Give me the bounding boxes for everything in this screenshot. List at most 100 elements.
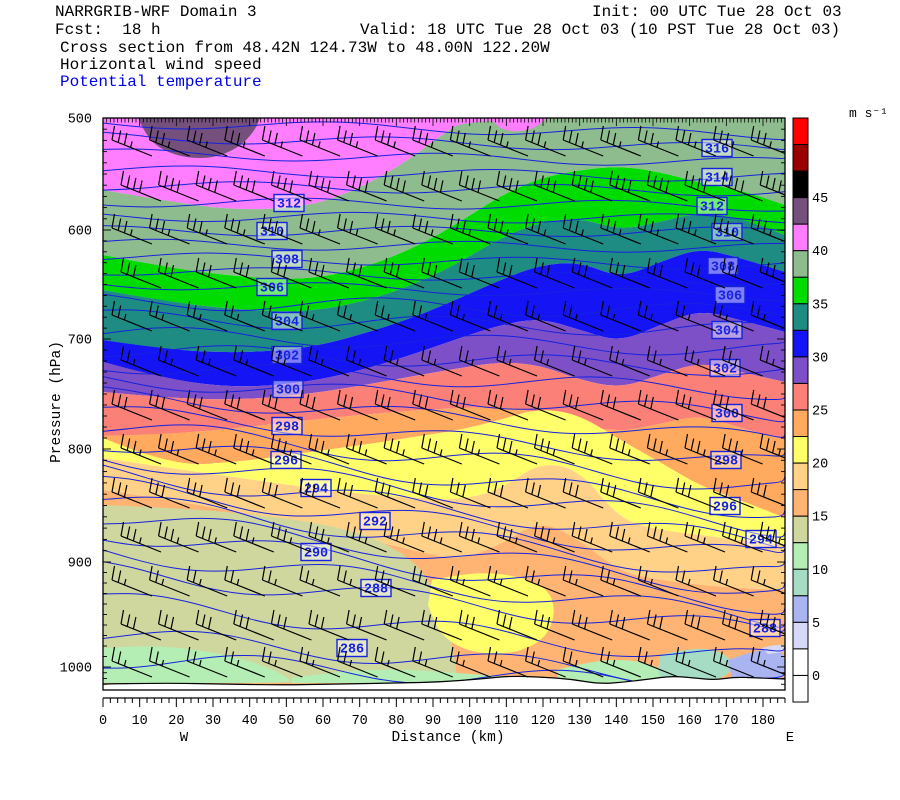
svg-text:310: 310	[260, 226, 284, 241]
wind-barb	[675, 300, 717, 332]
wind-barb	[383, 521, 425, 553]
colorbar-tick-label: 10	[812, 564, 828, 579]
wind-barb	[713, 646, 754, 678]
wind-barb	[233, 345, 275, 377]
theta-contour-label: 304	[711, 320, 743, 340]
wind-barb	[308, 609, 350, 641]
colorbar-segment	[792, 674, 809, 703]
wind-barb	[759, 609, 785, 635]
wind-barb	[534, 345, 575, 377]
cross-section-range: Cross section from 48.42N 124.73W to 48.…	[60, 39, 550, 57]
svg-text:308: 308	[275, 254, 299, 269]
wind-barb	[383, 433, 425, 465]
colorbar-segment	[792, 515, 809, 544]
wind-barb	[233, 257, 275, 289]
wind-barb	[120, 433, 162, 465]
wind-barb	[637, 300, 679, 332]
colorbar-segment	[792, 329, 809, 358]
wind-barb	[299, 300, 341, 332]
wind-barb	[496, 433, 538, 465]
wind-barb	[684, 257, 726, 289]
theta-contour-label: 298	[271, 416, 303, 436]
wind-barb	[722, 433, 763, 465]
wind-barb	[421, 521, 463, 553]
wind-barb	[337, 125, 378, 157]
wind-barb	[525, 565, 566, 597]
valid-time: Valid: 18 UTC Tue 28 Oct 03 (10 PST Tue …	[360, 21, 841, 39]
wind-barb	[534, 609, 575, 641]
y-tick-label: 700	[68, 334, 92, 349]
wind-barb	[750, 213, 785, 243]
wind-barb	[571, 609, 613, 641]
x-tick-label: 130	[568, 714, 592, 729]
colorbar-segment	[792, 489, 809, 517]
wind-barb	[534, 170, 575, 202]
y-tick-label: 600	[68, 225, 92, 240]
wind-barb	[646, 433, 688, 465]
wind-barb	[675, 389, 717, 421]
wind-barb	[233, 609, 275, 641]
x-tick-label: 50	[278, 714, 294, 729]
wind-barb	[149, 565, 190, 597]
wind-barb	[149, 477, 190, 509]
wind-barb	[412, 389, 454, 421]
wind-barb	[713, 477, 754, 509]
wind-barb	[458, 170, 500, 202]
wind-barb	[158, 345, 199, 377]
wind-barb	[111, 389, 153, 421]
wind-barb	[149, 389, 190, 421]
wind-barb	[158, 609, 199, 641]
wind-barb	[496, 609, 538, 641]
wind-barb	[534, 521, 575, 553]
x-tick-label: 10	[132, 714, 148, 729]
colorbar-segment	[792, 144, 809, 172]
colorbar-segment	[792, 568, 809, 597]
wind-barb	[759, 170, 785, 196]
wind-barb	[713, 565, 754, 597]
svg-text:304: 304	[715, 325, 739, 340]
wind-barb	[646, 521, 688, 553]
colorbar-segment	[792, 648, 809, 676]
init-time: Init: 00 UTC Tue 28 Oct 03	[592, 3, 842, 21]
wind-barb	[487, 565, 529, 597]
x-tick-label: 90	[425, 714, 441, 729]
y-axis-title: Pressure (hPa)	[49, 341, 65, 463]
wind-barb	[261, 213, 303, 245]
wind-barb	[261, 389, 303, 421]
wind-barb	[421, 257, 463, 289]
colorbar-tick-label: 25	[812, 405, 828, 420]
theta-contour-label: 286	[336, 638, 368, 658]
svg-text:302: 302	[275, 350, 299, 365]
wind-barb	[562, 646, 604, 678]
colorbar-unit-label: m s⁻¹	[849, 106, 888, 121]
wind-barb	[637, 646, 679, 678]
wind-barb	[646, 609, 688, 641]
wind-barb	[270, 521, 312, 553]
wind-barb	[449, 477, 491, 509]
wind-barb	[383, 609, 425, 641]
wind-barb	[111, 646, 153, 678]
svg-text:294: 294	[304, 483, 328, 498]
svg-text:286: 286	[340, 643, 364, 658]
wind-barb	[337, 213, 378, 245]
wind-barb	[637, 477, 679, 509]
wind-barb	[750, 125, 785, 155]
wind-barb	[149, 646, 190, 678]
colorbar-tick-label: 45	[812, 192, 828, 207]
colorbar: 45 40 35 30 25 20 15 10 5 0 m s⁻¹	[792, 106, 888, 703]
wind-barb	[158, 170, 199, 202]
x-tick-label: 100	[458, 714, 482, 729]
wind-barb	[374, 300, 416, 332]
wind-barb	[449, 565, 491, 597]
svg-text:314: 314	[705, 172, 729, 187]
colorbar-segment	[792, 170, 809, 199]
wind-barb	[337, 477, 378, 509]
wind-barb	[383, 257, 425, 289]
colorbar-segment	[792, 382, 809, 411]
x-axis: 0 10 20 30 40 50 60 70 80 90 100 110 120 130 140 150 160…	[99, 697, 794, 746]
colorbar-tick-label: 20	[812, 458, 828, 473]
wind-barb	[759, 345, 785, 371]
field-label-theta: Potential temperature	[60, 73, 262, 91]
wind-barb	[120, 609, 162, 641]
